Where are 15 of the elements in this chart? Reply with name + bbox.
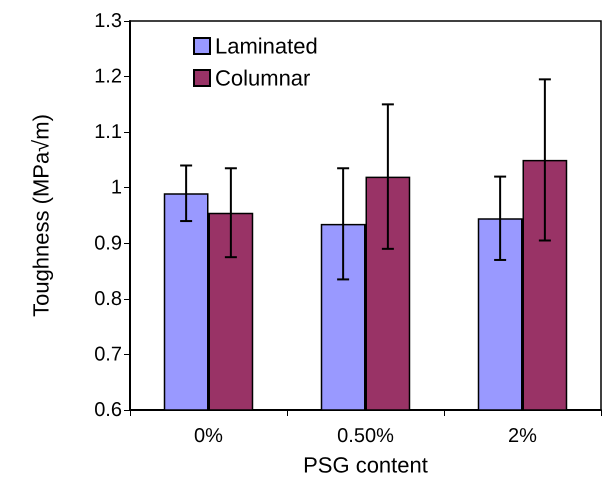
y-tick-label: 0.9 (94, 232, 122, 254)
y-axis-title: Toughness (MPa√m) (28, 114, 54, 317)
y-tick-label: 1.3 (94, 10, 122, 32)
legend-label: Laminated (215, 34, 318, 58)
x-tick-label: 2% (508, 425, 538, 447)
y-tick-label: 0.8 (94, 288, 122, 310)
y-tick-label: 0.6 (94, 399, 122, 421)
x-tick-label: 0.50% (337, 425, 394, 447)
y-tick-label: 1 (110, 176, 122, 199)
y-tick-label: 1.1 (94, 121, 122, 144)
x-axis-title: PSG content (303, 452, 428, 478)
legend-label: Columnar (215, 66, 310, 90)
y-tick-label: 1.2 (94, 66, 122, 88)
y-tick-label: 0.7 (94, 343, 122, 366)
x-tick-label: 0% (194, 425, 224, 447)
